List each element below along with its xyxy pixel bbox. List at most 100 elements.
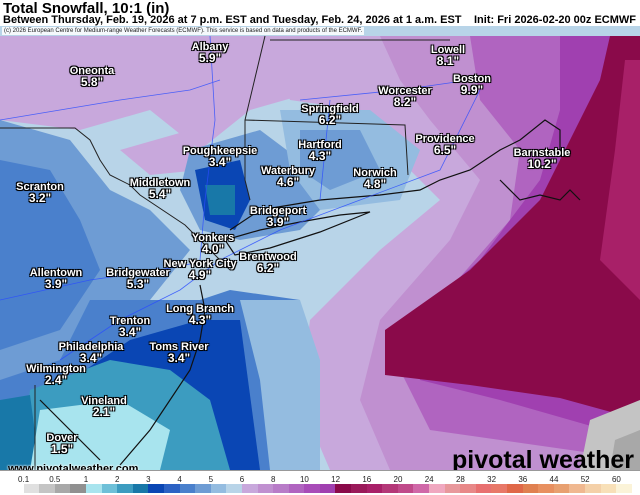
city-name: Poughkeepsie (182, 145, 258, 157)
colorbar-swatch (226, 484, 242, 493)
colorbar-swatch (507, 484, 523, 493)
colorbar-tick-label: 10 (299, 475, 309, 484)
city-label: Wilmington 2.4" (26, 364, 86, 387)
snowfall-value: 3.2" (28, 191, 52, 205)
city-label: Allentown 3.9" (30, 268, 83, 291)
colorbar-swatch (70, 484, 86, 493)
city-name: Waterbury (261, 165, 315, 177)
city-name: Scranton (16, 181, 64, 193)
city-label: Providence 6.5" (415, 134, 474, 157)
snowfall-value: 8.2" (393, 95, 417, 109)
colorbar-swatch (460, 484, 476, 493)
snowfall-value: 3.4" (118, 325, 142, 339)
colorbar-swatch (319, 484, 336, 493)
colorbar-swatch (54, 484, 71, 493)
city-label: Long Branch 4.3" (166, 304, 234, 327)
snowfall-value: 8.1" (436, 54, 460, 68)
city-name: Bridgeport (249, 205, 307, 217)
colorbar-swatch (429, 484, 445, 493)
snowfall-value: 4.9" (188, 268, 212, 282)
colorbar-swatches (8, 484, 632, 493)
snowfall-value: 6.2" (318, 113, 342, 127)
colorbar-swatch (413, 484, 430, 493)
colorbar-tick-label: 8 (270, 475, 276, 484)
colorbar-swatch (117, 484, 133, 493)
snowfall-value: 3.9" (266, 215, 290, 229)
colorbar-tick-label: 20 (393, 475, 403, 484)
colorbar-swatch (491, 484, 507, 493)
colorbar-swatch (8, 484, 24, 493)
city-label: Barnstable 10.2" (513, 147, 571, 171)
colorbar-swatch (522, 484, 539, 493)
colorbar-tick-label: 60 (611, 475, 621, 484)
colorbar-swatch (132, 484, 149, 493)
colorbar-tick-label: 6 (239, 475, 245, 484)
snowfall-value: 4.0" (201, 242, 225, 256)
city-name: Trenton (109, 315, 151, 327)
map-title: Total Snowfall, 10:1 (in) (3, 0, 170, 17)
snowfall-value: 5.4" (148, 187, 172, 201)
snowfall-value: 6.2" (256, 261, 280, 275)
city-label: Trenton 3.4" (109, 315, 151, 339)
city-label: Hartford 4.3" (298, 139, 342, 163)
city-label: Worcester 8.2" (378, 85, 432, 109)
colorbar-tick-label: 44 (549, 475, 559, 484)
city-name: Middletown (129, 177, 191, 189)
city-label: Scranton 3.2" (16, 181, 64, 205)
snowfall-value: 4.3" (308, 149, 332, 163)
colorbar-swatch (366, 484, 383, 493)
colorbar-tick-label: 28 (455, 475, 465, 484)
snowfall-value: 3.4" (208, 155, 232, 169)
snowfall-map (0, 26, 640, 470)
colorbar-swatch (148, 484, 164, 493)
city-label: Yonkers 4.0" (192, 233, 235, 256)
colorbar-swatch (616, 484, 632, 493)
snowfall-value: 2.4" (44, 373, 68, 387)
colorbar-swatch (335, 484, 352, 493)
colorbar-swatch (163, 484, 180, 493)
colorbar-tick-label: 1 (83, 475, 89, 484)
colorbar-swatch (195, 484, 211, 493)
colorbar-tick-label: 2 (114, 475, 120, 484)
snowfall-value: 1.5" (50, 442, 74, 456)
colorbar-swatch (23, 484, 40, 493)
city-name: Bridgewater (106, 267, 170, 279)
colorbar-swatch (101, 484, 118, 493)
city-label: Bridgewater 5.3" (106, 267, 170, 291)
colorbar-swatch (475, 484, 492, 493)
colorbar-tick-label: 5 (208, 475, 214, 484)
colorbar-tick-label: 32 (487, 475, 497, 484)
valid-period: Between Thursday, Feb. 19, 2026 at 7 p.m… (3, 14, 462, 26)
city-label: New York City 4.9" (163, 258, 237, 282)
colorbar-swatch (569, 484, 585, 493)
city-name: Toms River (149, 341, 209, 353)
city-name: Oneonta (69, 65, 115, 77)
colorbar-tick-label: 0.1 (18, 475, 30, 484)
city-name: Philadelphia (58, 341, 124, 353)
city-label: Dover 1.5" (46, 433, 77, 456)
colorbar-tick-label: 3 (146, 475, 151, 484)
pivotal-weather-logo: pivotal weather (452, 446, 634, 474)
snowfall-value: 5.3" (126, 277, 150, 291)
city-label: Philadelphia 3.4" (58, 341, 124, 365)
colorbar-swatch (382, 484, 398, 493)
city-label: Norwich 4.8" (353, 168, 396, 191)
colorbar-swatch (351, 484, 367, 493)
city-label: Oneonta 5.8" (69, 65, 115, 89)
colorbar-tick-label: 52 (580, 475, 590, 484)
city-name: New York City (163, 258, 237, 270)
city-name: Hartford (298, 139, 342, 151)
colorbar-tick-label: 36 (518, 475, 528, 484)
copyright-notice: (c) 2026 European Centre for Medium-rang… (2, 27, 365, 35)
colorbar-swatch (584, 484, 601, 493)
city-name: Worcester (378, 85, 432, 97)
city-label: Toms River 3.4" (149, 341, 209, 365)
colorbar-tick-label: 0.5 (49, 475, 61, 484)
colorbar-swatch (241, 484, 258, 493)
city-label: Boston 9.9" (453, 74, 491, 97)
city-name: Barnstable (513, 147, 571, 159)
city-name: Springfield (301, 103, 359, 115)
snowfall-value: 4.3" (188, 313, 212, 327)
colorbar-swatch (288, 484, 305, 493)
city-name: Brentwood (239, 251, 297, 263)
